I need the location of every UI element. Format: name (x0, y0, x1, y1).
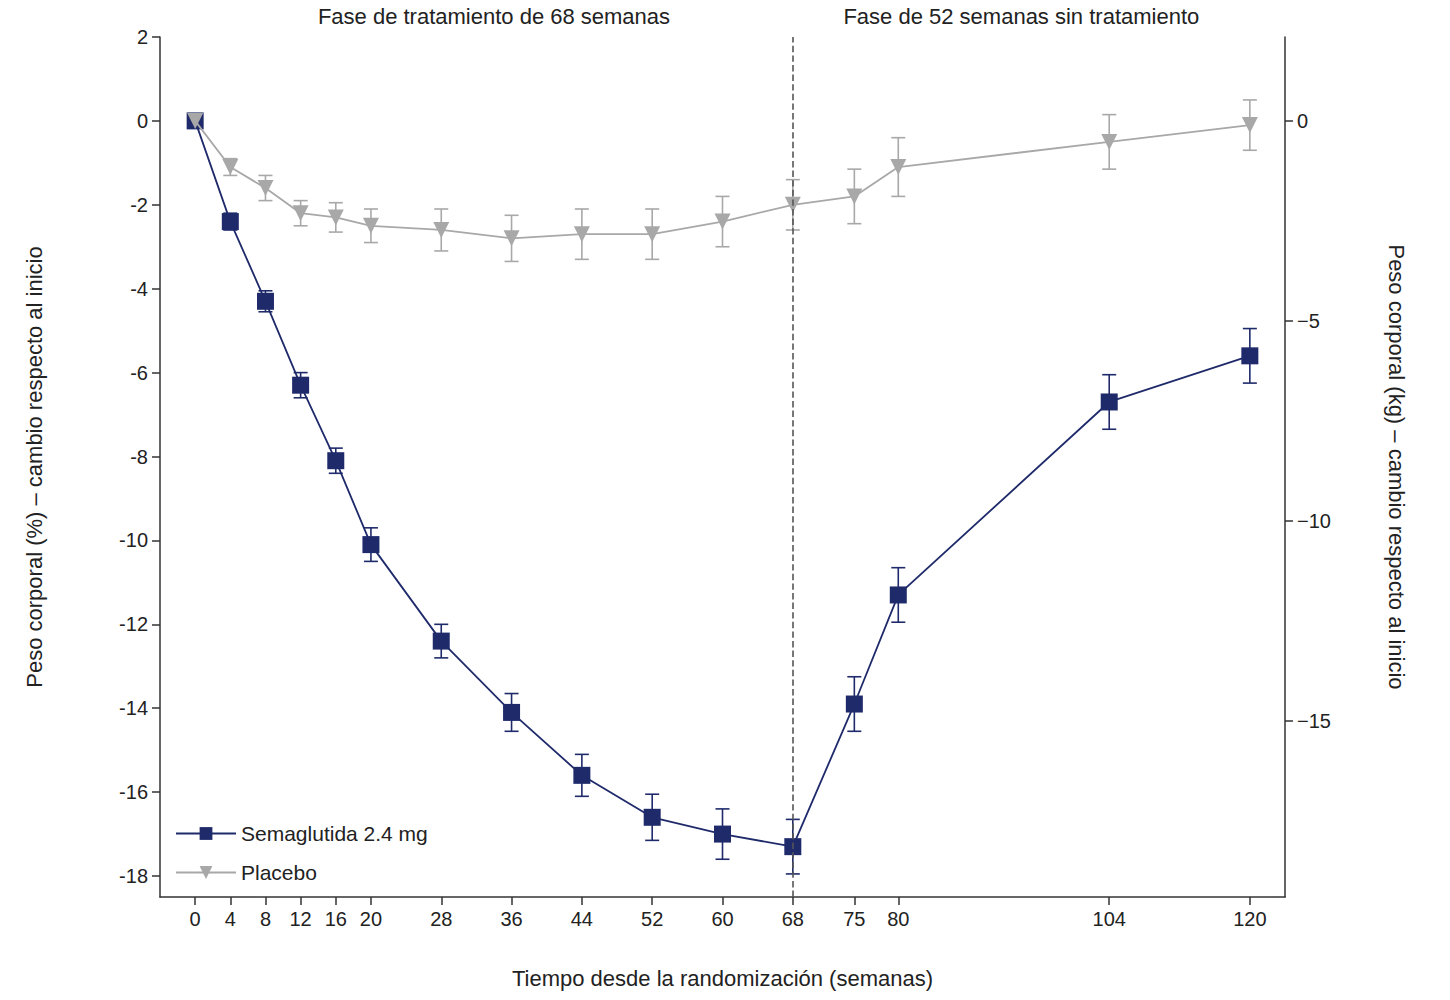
svg-text:-2: -2 (130, 194, 148, 216)
svg-text:44: 44 (571, 908, 593, 930)
svg-text:Fase de tratamiento de 68 sema: Fase de tratamiento de 68 semanas (318, 4, 670, 29)
svg-text:−10: −10 (1297, 510, 1331, 532)
svg-text:4: 4 (225, 908, 236, 930)
svg-text:8: 8 (260, 908, 271, 930)
svg-text:Peso corporal (%) – cambio res: Peso corporal (%) – cambio respecto al i… (22, 246, 47, 687)
svg-text:0: 0 (1297, 110, 1308, 132)
svg-text:Placebo: Placebo (241, 861, 317, 884)
svg-text:0: 0 (137, 110, 148, 132)
svg-text:104: 104 (1093, 908, 1126, 930)
svg-text:2: 2 (137, 26, 148, 48)
svg-text:80: 80 (887, 908, 909, 930)
svg-text:12: 12 (290, 908, 312, 930)
svg-text:Semaglutida 2.4 mg: Semaglutida 2.4 mg (241, 822, 428, 845)
svg-text:−5: −5 (1297, 310, 1320, 332)
svg-text:0: 0 (190, 908, 201, 930)
svg-text:-6: -6 (130, 362, 148, 384)
svg-text:68: 68 (782, 908, 804, 930)
svg-text:75: 75 (843, 908, 865, 930)
svg-text:−15: −15 (1297, 710, 1331, 732)
svg-text:-16: -16 (119, 781, 148, 803)
svg-text:60: 60 (711, 908, 733, 930)
svg-text:-14: -14 (119, 697, 148, 719)
svg-text:-4: -4 (130, 278, 148, 300)
svg-text:120: 120 (1233, 908, 1266, 930)
svg-text:16: 16 (325, 908, 347, 930)
svg-text:Peso corporal (kg) – cambio re: Peso corporal (kg) – cambio respecto al … (1384, 244, 1409, 689)
svg-text:Tiempo desde la randomización: Tiempo desde la randomización (semanas) (512, 966, 933, 991)
svg-text:-10: -10 (119, 529, 148, 551)
svg-text:20: 20 (360, 908, 382, 930)
svg-text:-18: -18 (119, 865, 148, 887)
svg-text:36: 36 (500, 908, 522, 930)
svg-text:-8: -8 (130, 446, 148, 468)
svg-text:-12: -12 (119, 613, 148, 635)
svg-text:Fase de 52 semanas sin tratami: Fase de 52 semanas sin tratamiento (843, 4, 1199, 29)
svg-text:52: 52 (641, 908, 663, 930)
svg-text:28: 28 (430, 908, 452, 930)
